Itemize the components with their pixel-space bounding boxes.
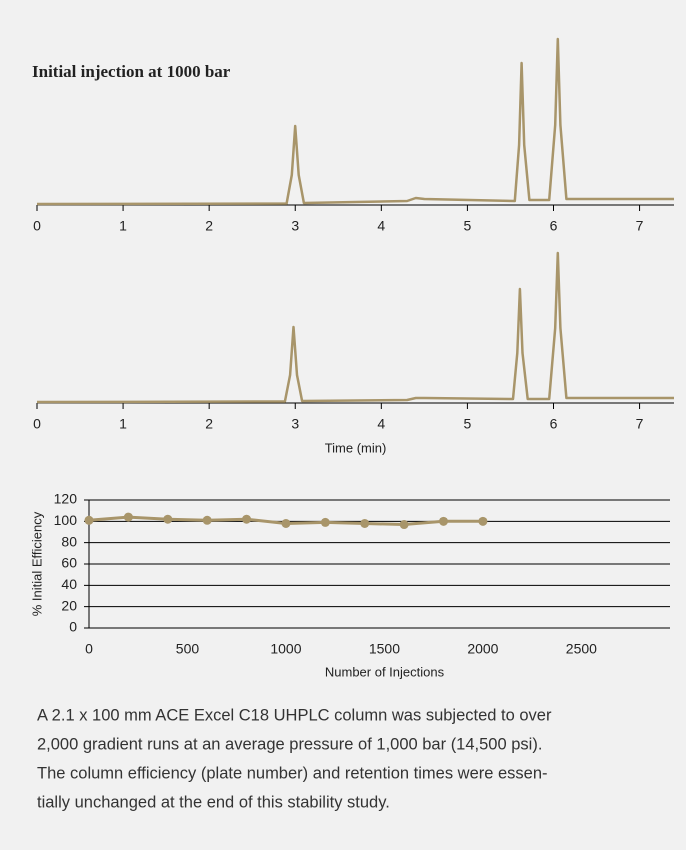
x-tick-label: 3 bbox=[291, 416, 299, 432]
x-tick-label: 4 bbox=[377, 416, 385, 432]
x-tick-label: 5 bbox=[464, 218, 472, 234]
data-point bbox=[84, 515, 94, 525]
x-tick-label: 3 bbox=[291, 218, 299, 234]
x-tick-label: 1000 bbox=[270, 641, 301, 657]
data-point bbox=[399, 520, 409, 530]
x-tick-label: 1 bbox=[119, 218, 127, 234]
x-tick-label: 1 bbox=[119, 416, 127, 432]
data-point bbox=[320, 517, 330, 527]
x-tick-label: 7 bbox=[636, 416, 644, 432]
caption-line: tially unchanged at the end of this stab… bbox=[37, 793, 390, 811]
x-tick-label: 4 bbox=[377, 218, 385, 234]
x-tick-label: 2000 bbox=[467, 641, 498, 657]
data-point bbox=[202, 515, 212, 525]
data-point bbox=[439, 516, 449, 526]
y-tick-label: 80 bbox=[61, 533, 77, 549]
data-line bbox=[36, 37, 674, 206]
caption-line: A 2.1 x 100 mm ACE Excel C18 UHPLC colum… bbox=[37, 706, 552, 724]
caption-line: The column efficiency (plate number) and… bbox=[37, 764, 548, 782]
data-point bbox=[281, 518, 291, 528]
x-tick-label: 500 bbox=[176, 641, 200, 657]
x-tick-label: 6 bbox=[550, 416, 558, 432]
y-tick-label: 0 bbox=[69, 619, 77, 635]
x-axis-label: Number of Injections bbox=[325, 664, 445, 679]
x-tick-label: 2 bbox=[205, 218, 213, 234]
data-line bbox=[36, 251, 674, 404]
x-tick-label: 6 bbox=[550, 218, 558, 234]
y-tick-label: 60 bbox=[61, 555, 77, 571]
y-axis-label: % Initial Efficiency bbox=[29, 511, 44, 616]
caption-line: 2,000 gradient runs at an average pressu… bbox=[37, 735, 542, 753]
x-axis-label: Time (min) bbox=[325, 440, 387, 455]
y-tick-label: 40 bbox=[61, 576, 77, 592]
x-tick-label: 7 bbox=[636, 218, 644, 234]
y-tick-label: 20 bbox=[61, 597, 77, 613]
data-point bbox=[163, 514, 173, 524]
x-tick-label: 0 bbox=[33, 218, 41, 234]
y-tick-label: 100 bbox=[54, 512, 78, 528]
x-tick-label: 5 bbox=[464, 416, 472, 432]
x-tick-label: 2 bbox=[205, 416, 213, 432]
data-point bbox=[478, 516, 488, 526]
y-tick-label: 120 bbox=[54, 491, 78, 507]
data-point bbox=[242, 514, 252, 524]
x-tick-label: 2500 bbox=[566, 641, 597, 657]
data-point bbox=[123, 512, 133, 522]
chart-title: Initial injection at 1000 bar bbox=[32, 62, 231, 81]
x-tick-label: 1500 bbox=[369, 641, 400, 657]
x-tick-label: 0 bbox=[85, 641, 93, 657]
x-tick-label: 0 bbox=[33, 416, 41, 432]
data-point bbox=[360, 518, 370, 528]
